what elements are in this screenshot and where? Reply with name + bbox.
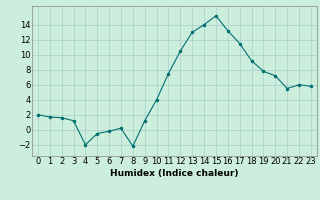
X-axis label: Humidex (Indice chaleur): Humidex (Indice chaleur) xyxy=(110,169,239,178)
